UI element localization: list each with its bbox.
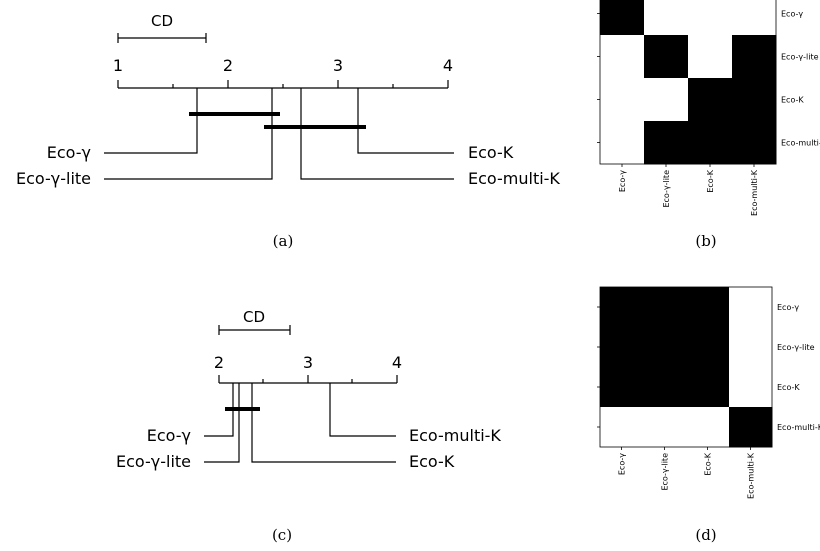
- matrix-col-label-b: Eco-multi-K: [750, 169, 759, 216]
- matrix-cell-b: [732, 35, 777, 79]
- matrix-cell-d: [729, 407, 773, 448]
- method-label-eco-k-a: Eco-K: [468, 143, 514, 162]
- matrix-cell-d: [686, 287, 730, 328]
- axis-tick-label-c: 2: [214, 353, 224, 372]
- matrix-labels-d: Eco-γ Eco-γ Eco-γ-lite Eco-γ-lite Eco-K Eco-K…: [597, 303, 820, 499]
- matrix-cell-b: [600, 121, 645, 165]
- matrix-col-label-d: Eco-γ: [618, 453, 627, 475]
- matrix-row-label-b: Eco-γ-lite: [781, 53, 819, 62]
- method-label-eco-k-c: Eco-K: [409, 452, 455, 471]
- matrix-col-label-d: Eco-K: [704, 452, 713, 475]
- matrix-cell-b: [644, 78, 689, 122]
- matrix-col-label-d: Eco-multi-K: [747, 452, 756, 499]
- matrix-cell-d: [643, 327, 687, 368]
- connector-eco-gamma-lite-c: [204, 383, 240, 463]
- caption-c: (c): [272, 526, 292, 544]
- matrix-cell-d: [686, 407, 730, 448]
- caption-a: (a): [273, 232, 294, 250]
- matrix-col-label-b: Eco-γ-lite: [662, 170, 671, 208]
- connector-eco-k-c: [251, 383, 396, 463]
- axis-tick-label-a: 2: [223, 56, 233, 75]
- cd-label-c: CD: [243, 308, 265, 326]
- matrix-cell-b: [732, 78, 777, 122]
- matrix-cell-d: [643, 367, 687, 408]
- cd-diagram-a: [104, 33, 454, 180]
- matrix-cell-d: [643, 407, 687, 448]
- connector-eco-multi-k-a: [300, 88, 454, 180]
- axis-tick-label-a: 4: [443, 56, 453, 75]
- matrix-cell-b: [644, 0, 689, 36]
- matrix-cell-d: [729, 287, 773, 328]
- axis-tick-label-a: 1: [113, 56, 123, 75]
- matrix-cell-b: [688, 78, 733, 122]
- matrix-col-label-b: Eco-γ: [618, 170, 627, 192]
- matrix-labels-b: Eco-γ Eco-γ Eco-γ-lite Eco-γ-lite Eco-K Eco-K…: [597, 10, 820, 216]
- captions: (a) (b) (c) (d): [272, 232, 717, 544]
- caption-b: (b): [695, 232, 716, 250]
- cd-labels-a: CD 1 2 3 4 Eco-γ Eco-γ-lite Eco-K Eco-mu…: [16, 12, 560, 188]
- matrix-frame-d: [599, 286, 773, 448]
- matrix-cell-b: [600, 0, 645, 36]
- method-label-eco-multi-k-a: Eco-multi-K: [468, 169, 560, 188]
- connector-eco-multi-k-c: [329, 383, 396, 437]
- matrix-row-label-d: Eco-multi-K: [777, 423, 820, 432]
- matrix-cell-d: [686, 367, 730, 408]
- axis-tick-label-a: 3: [333, 56, 343, 75]
- method-label-eco-gamma-lite-c: Eco-γ-lite: [116, 452, 191, 471]
- matrix-cell-b: [600, 35, 645, 79]
- matrix-cell-b: [688, 121, 733, 165]
- cd-label-a: CD: [151, 12, 173, 30]
- matrix-col-label-b: Eco-K: [706, 169, 715, 192]
- matrix-cell-d: [729, 327, 773, 368]
- matrix-col-label-d: Eco-γ-lite: [661, 453, 670, 491]
- significance-matrix-b: [599, 0, 777, 165]
- matrix-row-label-d: Eco-γ: [777, 303, 799, 312]
- matrix-cell-d: [600, 367, 644, 408]
- significance-matrix-d: [599, 286, 773, 448]
- matrix-frame-b: [599, 0, 777, 165]
- matrix-cell-d: [686, 327, 730, 368]
- matrix-cell-d: [643, 287, 687, 328]
- matrix-cell-b: [644, 35, 689, 79]
- matrix-cell-b: [688, 35, 733, 79]
- matrix-row-label-b: Eco-multi-K: [781, 139, 820, 148]
- matrix-row-label-d: Eco-γ-lite: [777, 343, 815, 352]
- axis-tick-label-c: 3: [303, 353, 313, 372]
- matrix-cell-b: [644, 121, 689, 165]
- matrix-cell-b: [732, 0, 777, 36]
- axis-tick-label-c: 4: [392, 353, 402, 372]
- connector-eco-gamma-lite-a: [104, 88, 273, 180]
- cd-labels-c: CD 2 3 4 Eco-γ Eco-γ-lite Eco-multi-K Ec…: [116, 308, 501, 471]
- method-label-eco-multi-k-c: Eco-multi-K: [409, 426, 501, 445]
- matrix-cell-b: [732, 121, 777, 165]
- matrix-row-label-b: Eco-K: [781, 96, 804, 105]
- matrix-cell-b: [600, 78, 645, 122]
- matrix-cell-d: [600, 327, 644, 368]
- matrix-cell-d: [600, 287, 644, 328]
- matrix-cell-d: [729, 367, 773, 408]
- method-label-eco-gamma-c: Eco-γ: [147, 426, 191, 445]
- connector-eco-gamma-a: [104, 88, 198, 154]
- matrix-cell-b: [688, 0, 733, 36]
- method-label-eco-gamma-lite-a: Eco-γ-lite: [16, 169, 91, 188]
- matrix-cell-d: [600, 407, 644, 448]
- connector-eco-k-a: [357, 88, 454, 154]
- matrix-row-label-b: Eco-γ: [781, 10, 803, 19]
- matrix-row-label-d: Eco-K: [777, 383, 800, 392]
- caption-d: (d): [695, 526, 716, 544]
- connector-eco-gamma-c: [204, 383, 234, 437]
- method-label-eco-gamma-a: Eco-γ: [47, 143, 91, 162]
- cd-diagram-c: [204, 325, 398, 463]
